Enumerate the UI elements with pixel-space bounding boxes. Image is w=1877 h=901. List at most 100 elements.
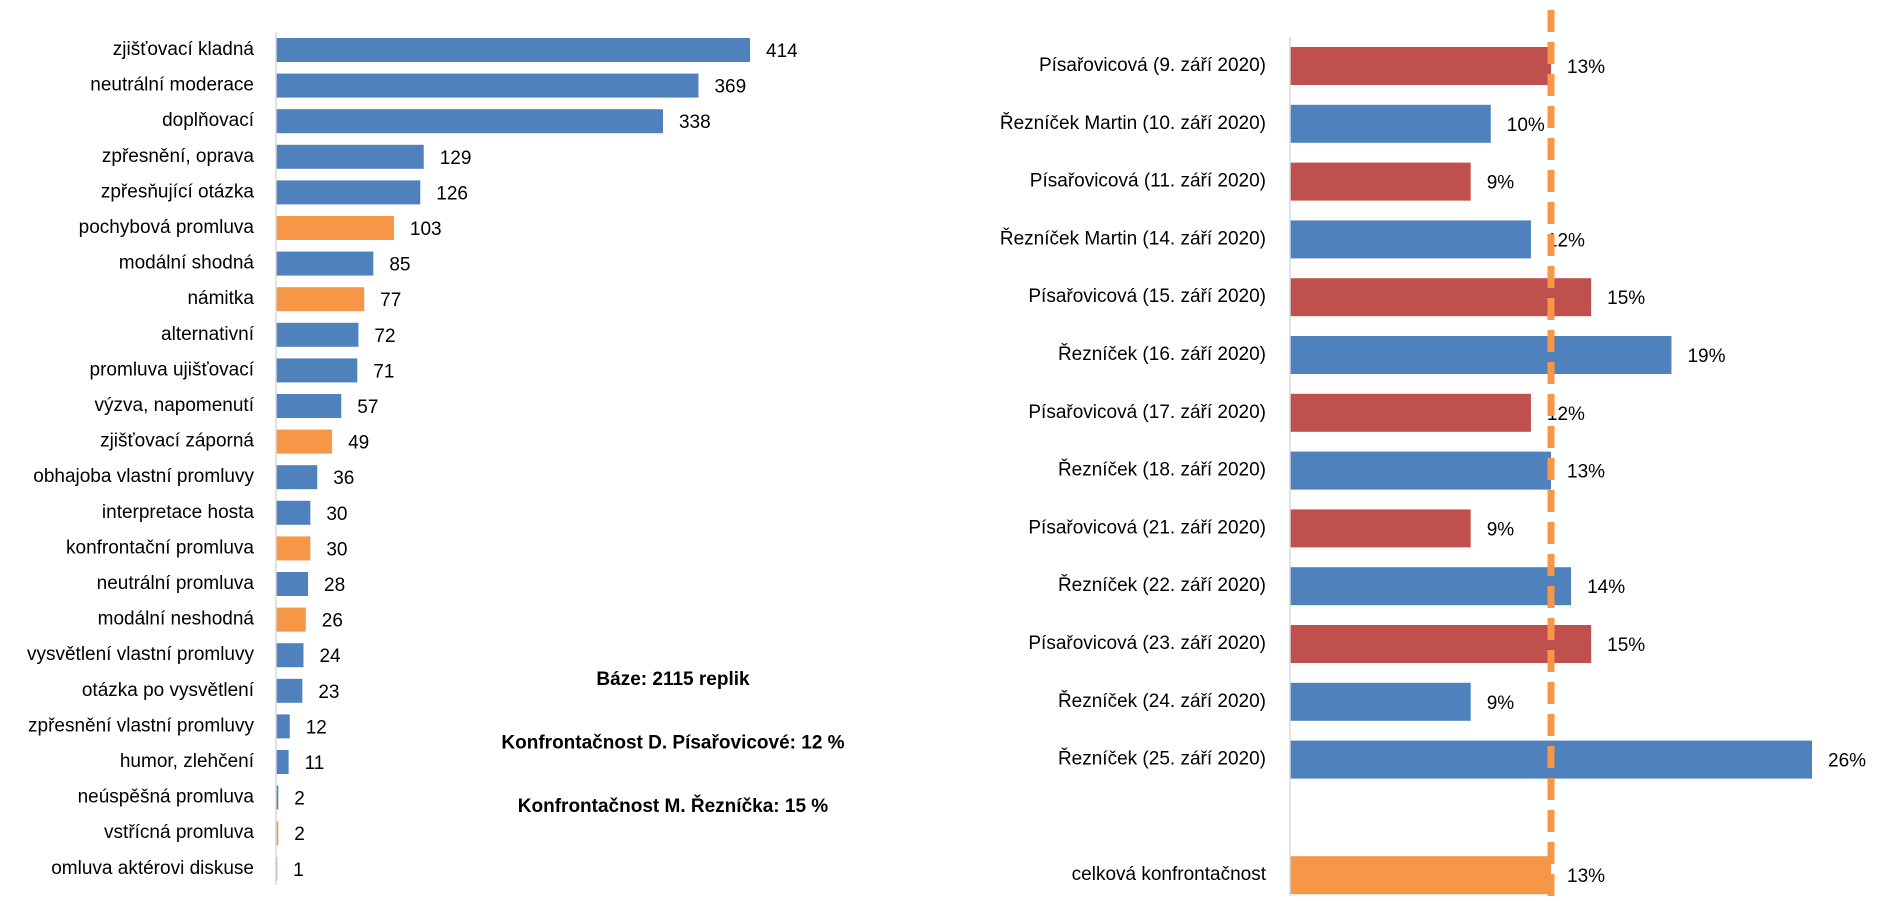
category-label: Písařovicová (21. září 2020) bbox=[1028, 517, 1266, 538]
annotation: Konfrontačnost M. Řezníčka: 15 % bbox=[518, 795, 828, 817]
category-label: výzva, napomenutí bbox=[95, 395, 255, 416]
category-label: humor, zlehčení bbox=[120, 751, 255, 772]
bar bbox=[276, 429, 333, 454]
category-label: vysvětlení vlastní promluvy bbox=[27, 644, 255, 665]
bar bbox=[276, 180, 421, 205]
bar bbox=[1290, 162, 1471, 201]
bar bbox=[276, 572, 309, 596]
category-label: Písařovicová (15. září 2020) bbox=[1028, 286, 1266, 307]
value-label: 77 bbox=[380, 290, 401, 311]
bar bbox=[276, 394, 342, 418]
value-label: 129 bbox=[440, 148, 472, 169]
value-label: 1 bbox=[293, 860, 304, 881]
category-label: modální neshodná bbox=[98, 609, 255, 630]
bar bbox=[276, 287, 365, 312]
value-label: 9% bbox=[1487, 519, 1515, 540]
value-label: 103 bbox=[410, 219, 442, 240]
bar bbox=[276, 73, 699, 98]
value-label: 26 bbox=[322, 611, 343, 632]
value-label: 14% bbox=[1587, 577, 1625, 598]
category-label: Řezníček (18. září 2020) bbox=[1058, 459, 1266, 481]
value-label: 11 bbox=[305, 753, 325, 774]
annotation: Konfrontačnost D. Písařovicové: 12 % bbox=[501, 733, 844, 754]
value-label: 28 bbox=[324, 575, 345, 596]
category-label: doplňovací bbox=[162, 110, 255, 131]
value-label: 72 bbox=[374, 326, 395, 347]
bar bbox=[276, 536, 311, 561]
value-label: 36 bbox=[333, 468, 354, 489]
value-label: 30 bbox=[326, 504, 347, 525]
annotation: Báze: 2115 replik bbox=[596, 669, 750, 690]
category-label: Řezníček (24. září 2020) bbox=[1058, 690, 1266, 712]
value-label: 23 bbox=[318, 682, 339, 703]
bar bbox=[276, 750, 289, 774]
category-label: Řezníček (16. září 2020) bbox=[1058, 343, 1266, 365]
bar bbox=[276, 785, 279, 810]
value-label: 12% bbox=[1547, 404, 1585, 425]
category-label: alternativní bbox=[161, 324, 255, 345]
category-label: Písařovicová (9. září 2020) bbox=[1039, 55, 1266, 76]
value-label: 338 bbox=[679, 112, 711, 133]
bar bbox=[276, 643, 304, 668]
value-label: 30 bbox=[326, 539, 347, 560]
category-label: zpřesňující otázka bbox=[101, 181, 255, 202]
bar bbox=[1290, 509, 1471, 548]
bar bbox=[276, 109, 663, 134]
category-label: Písařovicová (17. září 2020) bbox=[1028, 402, 1266, 423]
value-label: 71 bbox=[373, 361, 394, 382]
bar bbox=[1290, 47, 1551, 85]
bar bbox=[1290, 220, 1531, 259]
value-label: 414 bbox=[766, 41, 798, 62]
category-label: omluva aktérovi diskuse bbox=[51, 858, 254, 879]
category-label: Řezníček (25. září 2020) bbox=[1058, 748, 1266, 770]
bar bbox=[276, 500, 311, 525]
category-label: zjišťovací kladná bbox=[113, 39, 255, 60]
category-label: Písařovicová (23. září 2020) bbox=[1028, 633, 1266, 654]
bar bbox=[1290, 336, 1672, 374]
value-label: 13% bbox=[1567, 57, 1605, 78]
category-label: otázka po vysvětlení bbox=[82, 680, 255, 701]
bar bbox=[276, 251, 374, 276]
category-label: neutrální moderace bbox=[90, 75, 254, 96]
category-label: konfrontační promluva bbox=[66, 537, 254, 558]
value-label: 13% bbox=[1567, 866, 1605, 887]
value-label: 15% bbox=[1607, 288, 1645, 309]
bar bbox=[276, 465, 318, 490]
category-label: modální shodná bbox=[119, 253, 255, 274]
category-label: obhajoba vlastní promluvy bbox=[33, 466, 254, 487]
value-label: 10% bbox=[1507, 115, 1545, 136]
bar bbox=[276, 144, 424, 169]
bar bbox=[276, 821, 279, 846]
category-label: vstřícná promluva bbox=[104, 822, 254, 843]
value-label: 9% bbox=[1487, 693, 1515, 714]
value-label: 15% bbox=[1607, 635, 1645, 656]
bar bbox=[1290, 625, 1592, 663]
bar bbox=[1290, 567, 1572, 606]
category-label: zpřesnění vlastní promluvy bbox=[28, 715, 254, 736]
bar bbox=[276, 38, 750, 62]
value-label: 126 bbox=[436, 183, 468, 204]
category-label: interpretace hosta bbox=[102, 502, 255, 523]
bar bbox=[1290, 393, 1531, 432]
bar bbox=[276, 216, 394, 240]
category-label: Řezníček Martin (14. září 2020) bbox=[1000, 227, 1266, 249]
category-label: Řezníček (22. září 2020) bbox=[1058, 574, 1266, 596]
bar bbox=[1290, 856, 1551, 895]
bar bbox=[276, 714, 290, 739]
bar bbox=[1290, 278, 1592, 317]
category-label: Písařovicová (11. září 2020) bbox=[1030, 171, 1266, 192]
value-label: 12 bbox=[306, 717, 327, 738]
category-label: celková konfrontačnost bbox=[1072, 864, 1267, 885]
value-label: 24 bbox=[319, 646, 341, 667]
category-label: námitka bbox=[187, 288, 254, 309]
value-label: 49 bbox=[348, 433, 369, 454]
value-label: 85 bbox=[389, 255, 410, 276]
bar bbox=[1290, 104, 1491, 143]
category-label: neutrální promluva bbox=[97, 573, 255, 594]
value-label: 2 bbox=[294, 789, 305, 810]
category-label: pochybová promluva bbox=[79, 217, 255, 238]
bar bbox=[276, 322, 359, 347]
bar bbox=[1290, 451, 1551, 490]
value-label: 369 bbox=[714, 77, 746, 98]
